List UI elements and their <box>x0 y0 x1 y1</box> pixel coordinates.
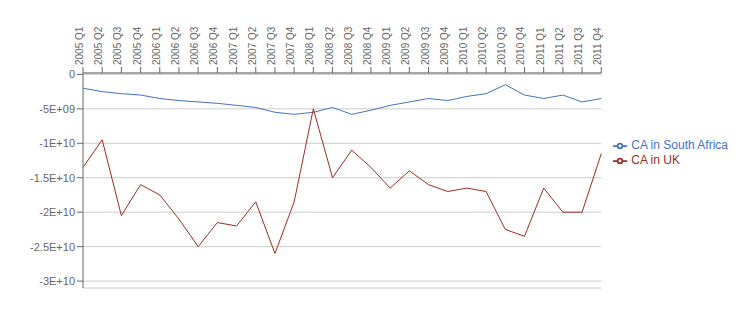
svg-text:2008 Q3: 2008 Q3 <box>343 26 354 65</box>
svg-text:2009 Q4: 2009 Q4 <box>439 26 450 65</box>
svg-text:2006 Q4: 2006 Q4 <box>208 26 219 65</box>
svg-text:2010 Q2: 2010 Q2 <box>477 26 488 65</box>
svg-text:2008 Q2: 2008 Q2 <box>324 26 335 65</box>
svg-text:-1E+10: -1E+10 <box>39 137 75 149</box>
svg-text:2007 Q3: 2007 Q3 <box>266 26 277 65</box>
svg-text:2010 Q1: 2010 Q1 <box>458 26 469 65</box>
svg-text:2011 Q1: 2011 Q1 <box>535 27 546 65</box>
svg-text:2009 Q2: 2009 Q2 <box>400 26 411 65</box>
svg-text:0: 0 <box>69 68 75 80</box>
svg-text:2008 Q4: 2008 Q4 <box>362 26 373 65</box>
svg-text:2006 Q3: 2006 Q3 <box>189 26 200 65</box>
svg-text:2006 Q1: 2006 Q1 <box>151 26 162 65</box>
svg-text:2011 Q3: 2011 Q3 <box>573 27 584 65</box>
svg-text:2011 Q2: 2011 Q2 <box>554 27 565 65</box>
svg-text:2007 Q4: 2007 Q4 <box>285 26 296 65</box>
svg-text:2005 Q1: 2005 Q1 <box>74 26 85 65</box>
svg-text:-2E+10: -2E+10 <box>39 206 75 218</box>
svg-text:2007 Q1: 2007 Q1 <box>228 26 239 65</box>
svg-text:-5E+09: -5E+09 <box>39 103 75 115</box>
svg-text:2007 Q2: 2007 Q2 <box>247 26 258 65</box>
html-text:CA in UK: CA in UK <box>631 153 680 167</box>
svg-text:2005 Q2: 2005 Q2 <box>93 26 104 65</box>
svg-text:2009 Q1: 2009 Q1 <box>381 26 392 65</box>
svg-text:2005 Q4: 2005 Q4 <box>132 26 143 65</box>
svg-text:2006 Q2: 2006 Q2 <box>170 26 181 65</box>
html-text:CA in South Africa: CA in South Africa <box>631 138 728 153</box>
svg-text:2010 Q4: 2010 Q4 <box>515 26 526 65</box>
svg-text:2010 Q3: 2010 Q3 <box>496 26 507 65</box>
svg-text:2008 Q1: 2008 Q1 <box>304 26 315 65</box>
svg-text:2009 Q3: 2009 Q3 <box>420 26 431 65</box>
svg-text:-2.5E+10: -2.5E+10 <box>30 241 75 253</box>
svg-text:2011 Q4: 2011 Q4 <box>592 27 603 65</box>
svg-text:2005 Q3: 2005 Q3 <box>112 26 123 65</box>
svg-text:-1.5E+10: -1.5E+10 <box>30 172 75 184</box>
svg-text:-3E+10: -3E+10 <box>39 275 75 287</box>
